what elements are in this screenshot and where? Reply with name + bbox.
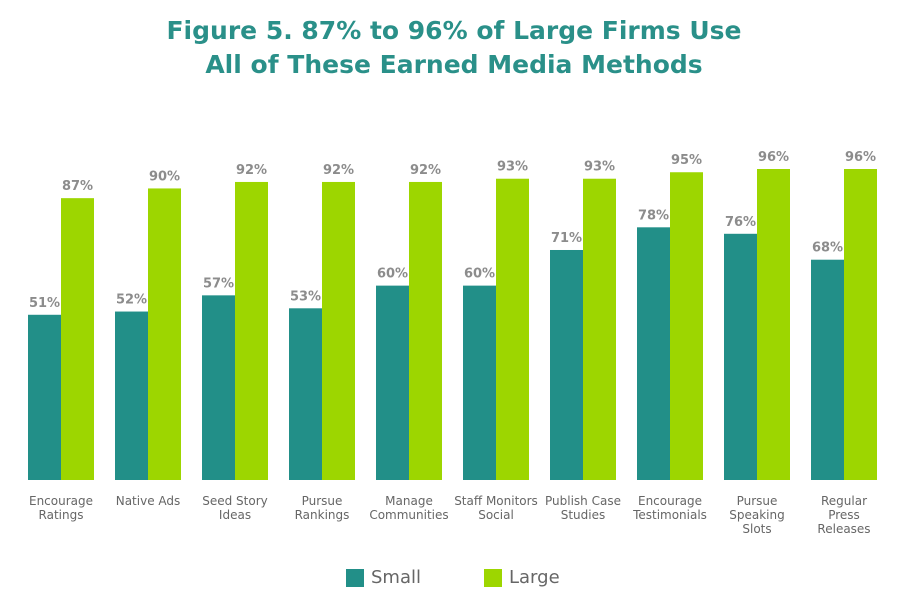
bar (550, 249, 583, 480)
x-tick-label: Pursue Rankings (294, 494, 350, 522)
bar (28, 314, 61, 480)
value-label: 76% (725, 215, 756, 230)
bar (409, 181, 442, 481)
x-tick-label: Encourage Testimonials (633, 494, 707, 522)
bar (724, 233, 757, 480)
bar (583, 178, 616, 480)
bar (289, 308, 322, 480)
value-label: 93% (584, 160, 615, 175)
x-tick-label: Seed Story Ideas (202, 494, 268, 522)
value-label: 92% (410, 163, 441, 178)
bar (115, 311, 148, 480)
value-label: 60% (377, 267, 408, 282)
x-tick-label: Staff Monitors Social (454, 494, 538, 522)
x-tick-label: Encourage Ratings (28, 494, 94, 522)
bar (496, 178, 529, 480)
x-tick-label: Regular Press Releases (817, 494, 871, 536)
legend-label: Small (371, 567, 421, 588)
bar (235, 181, 268, 481)
bar (376, 285, 409, 480)
bar (463, 285, 496, 480)
x-tick-label: Pursue Speaking Slots (729, 494, 785, 536)
value-label: 57% (203, 276, 234, 291)
legend-swatch (484, 569, 502, 587)
value-label: 60% (464, 267, 495, 282)
bar (844, 169, 877, 480)
value-label: 90% (149, 169, 180, 184)
bar (202, 295, 235, 480)
x-tick-label: Native Ads (115, 494, 181, 508)
x-tick-label: Manage Communities (369, 494, 449, 522)
chart-title: Figure 5. 87% to 96% of Large Firms Use … (166, 16, 742, 79)
value-label: 96% (758, 150, 789, 165)
value-label: 95% (671, 153, 702, 168)
value-label: 53% (290, 289, 321, 304)
value-label: 68% (812, 241, 843, 256)
legend-swatch (346, 569, 364, 587)
value-label: 87% (62, 179, 93, 194)
bar (670, 172, 703, 481)
value-label: 51% (29, 296, 60, 311)
bar (811, 259, 844, 480)
value-label: 71% (551, 231, 582, 246)
value-label: 78% (638, 208, 669, 223)
value-label: 92% (236, 163, 267, 178)
bar (757, 169, 790, 480)
legend-label: Large (509, 567, 560, 588)
bar (637, 227, 670, 480)
bar (322, 181, 355, 481)
value-label: 52% (116, 293, 147, 308)
value-label: 93% (497, 160, 528, 175)
bar (61, 198, 94, 480)
bar (148, 188, 181, 480)
x-tick-label: Publish Case Studies (545, 494, 621, 522)
value-label: 96% (845, 150, 876, 165)
value-label: 92% (323, 163, 354, 178)
